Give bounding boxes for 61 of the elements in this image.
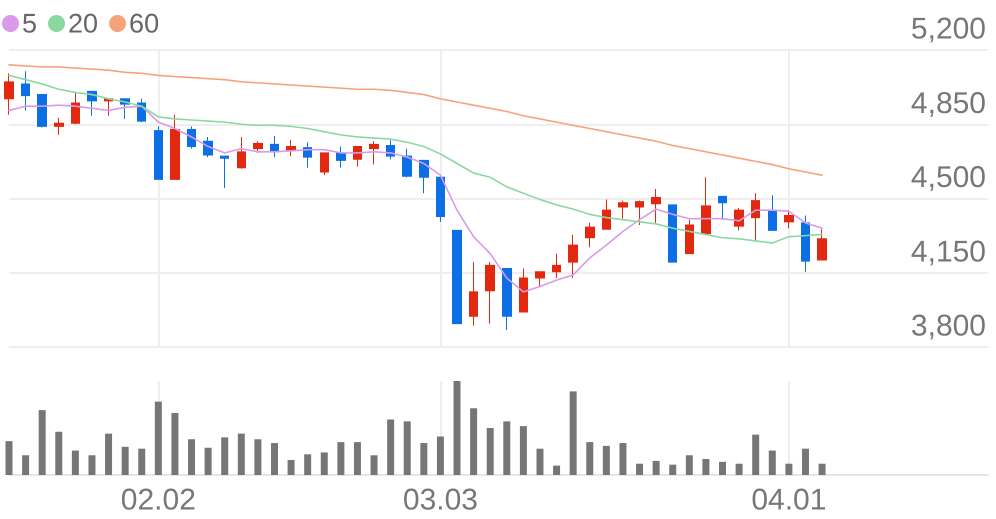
bar [337,442,344,475]
bar [105,434,112,475]
bar [38,410,46,475]
legend-label: 20 [68,8,98,38]
bar [752,434,760,475]
bar [238,434,245,475]
bar [652,460,660,475]
y-tick-label: 4,150 [910,235,986,268]
bar [768,450,776,475]
bar [785,464,792,475]
bar [702,459,710,475]
bar [520,426,527,475]
y-tick-label: 4,850 [910,86,986,120]
legend-label: 60 [129,8,160,38]
bar [470,408,478,475]
x-tick-label: 02.02 [120,484,196,516]
bar [122,446,129,475]
bar [486,428,494,475]
bar [288,460,295,475]
bar [320,452,328,475]
bar [570,391,577,475]
bar [221,437,228,475]
bar [254,439,262,475]
bar [404,421,411,475]
bar [686,455,693,475]
legend-label: 5 [22,8,38,38]
bar [370,455,378,475]
bar [204,448,212,475]
bar [802,448,809,475]
bar [154,402,162,475]
bar [719,462,726,475]
bar [536,448,544,475]
bar [436,436,444,475]
bar [636,464,644,475]
bar [586,442,594,475]
bar [55,432,62,475]
y-tick-label: 3,800 [910,310,986,342]
bar [420,443,428,475]
y-tick-label: 5,200 [910,12,986,46]
x-tick-label: 03.03 [402,484,478,516]
bar [553,466,560,475]
x-tick-label: 04.01 [751,484,826,516]
bar [602,446,610,475]
bar [171,412,178,475]
bar [188,439,196,475]
bar [387,420,394,475]
bar [270,443,278,475]
bar [818,464,826,475]
bar [503,421,510,475]
bar [354,442,361,475]
bar [736,464,743,475]
bar [72,450,79,475]
bar [138,448,146,475]
bar [619,443,626,475]
bar [22,455,30,475]
bar [304,454,312,475]
bar [6,441,12,475]
bar [454,381,461,475]
y-tick-label: 4,500 [910,161,986,194]
bar [669,464,676,475]
bar [88,455,96,475]
